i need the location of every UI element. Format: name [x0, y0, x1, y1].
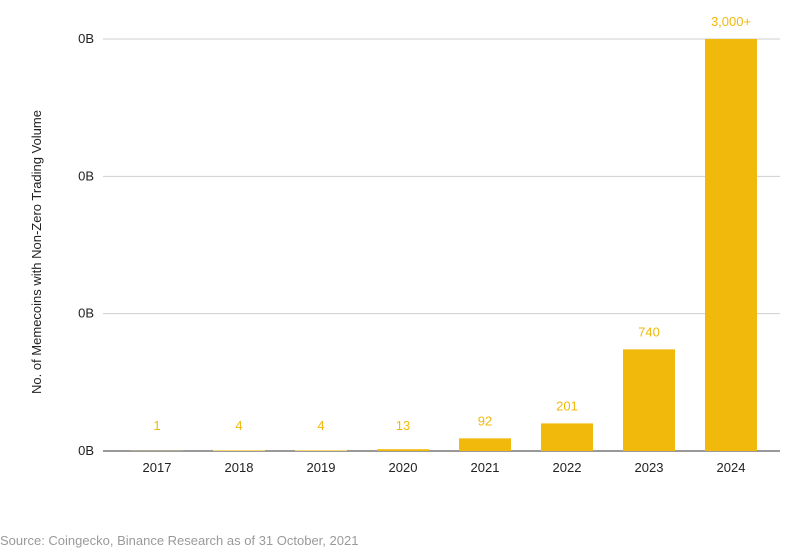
y-tick-label: 0B: [78, 306, 94, 321]
gridlines: [103, 38, 780, 452]
x-tick-label-2022: 2022: [553, 460, 582, 475]
y-tick-label: 0B: [78, 31, 94, 46]
x-tick-label-2023: 2023: [635, 460, 664, 475]
x-tick-label-2018: 2018: [225, 460, 254, 475]
data-label-2022: 201: [556, 398, 578, 413]
data-label-2021: 92: [478, 413, 492, 428]
y-tick-label: 0B: [78, 443, 94, 458]
bar-2019: [295, 450, 347, 451]
bar-2022: [541, 423, 593, 451]
data-label-2020: 13: [396, 418, 410, 433]
x-tick-label-2017: 2017: [143, 460, 172, 475]
data-label-2024: 3,000+: [711, 14, 751, 29]
bar-2018: [213, 450, 265, 451]
source-note: Source: Coingecko, Binance Research as o…: [0, 533, 359, 548]
bar-2024: [705, 39, 757, 451]
bar-2023: [623, 349, 675, 451]
y-tick-label: 0B: [78, 168, 94, 183]
bars: [131, 39, 757, 451]
data-labels: 1 4 4 13 92 201 740 3,000+: [153, 14, 751, 433]
x-tick-label-2019: 2019: [307, 460, 336, 475]
bar-2020: [377, 449, 429, 451]
bar-2021: [459, 438, 511, 451]
data-label-2019: 4: [317, 418, 324, 433]
data-label-2018: 4: [235, 418, 242, 433]
x-tick-label-2020: 2020: [389, 460, 418, 475]
x-tick-labels: 2017 2018 2019 2020 2021 2022 2023 2024: [143, 460, 746, 475]
x-tick-label-2021: 2021: [471, 460, 500, 475]
data-label-2023: 740: [638, 324, 660, 339]
x-tick-label-2024: 2024: [717, 460, 746, 475]
data-label-2017: 1: [153, 418, 160, 433]
y-axis-label: No. of Memecoins with Non-Zero Trading V…: [29, 110, 44, 394]
y-tick-labels: 0B 0B 0B 0B: [78, 31, 94, 458]
